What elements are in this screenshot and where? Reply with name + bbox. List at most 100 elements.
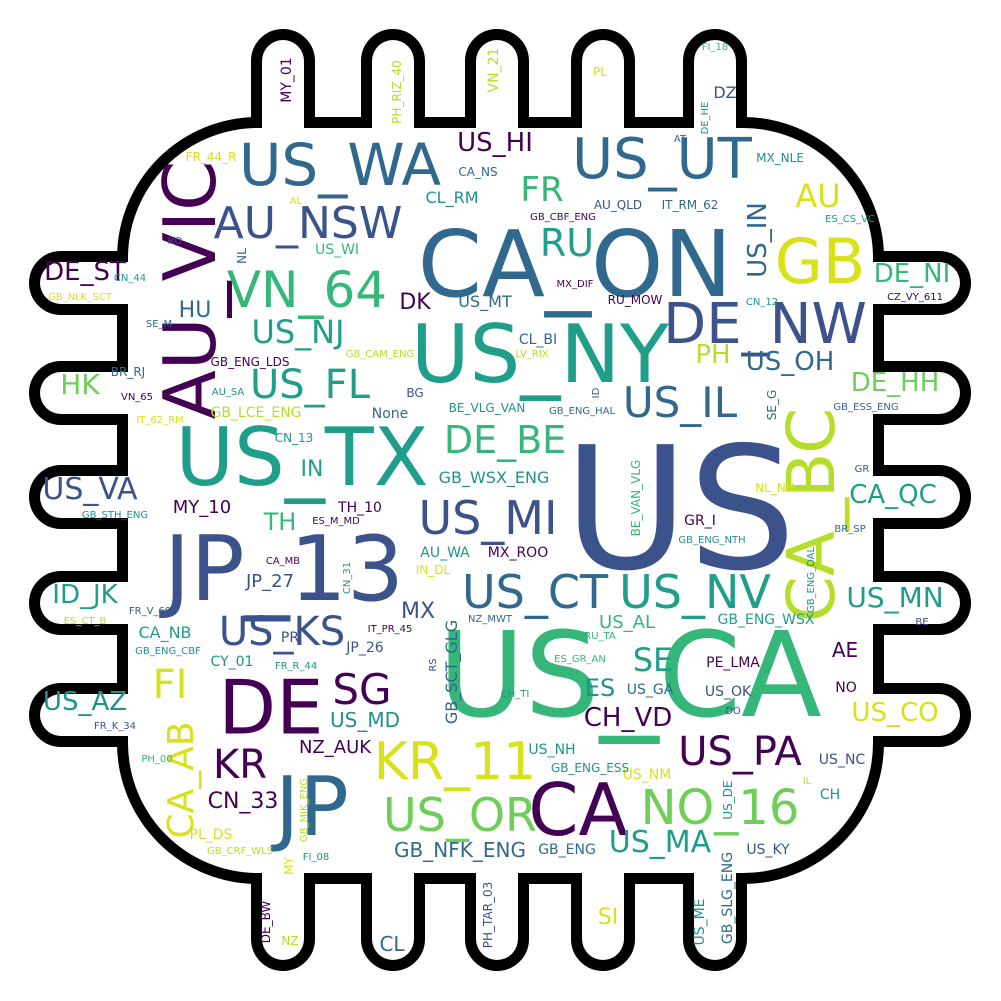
cloud-word: None bbox=[371, 406, 409, 422]
cloud-word: US_AL bbox=[599, 612, 655, 633]
cloud-word: US_MI bbox=[418, 491, 558, 545]
cloud-word: ID_JK bbox=[52, 580, 118, 610]
cloud-word: CA_AB bbox=[161, 721, 202, 839]
cloud-word: BE bbox=[915, 617, 929, 628]
cloud-word: FR_V_69 bbox=[128, 606, 172, 617]
cloud-word: CA_NS bbox=[458, 165, 498, 179]
cloud-word: GB_ESS_ENG bbox=[833, 402, 899, 413]
cloud-word: NL bbox=[235, 248, 249, 264]
cloud-word: AU_SA bbox=[211, 387, 245, 398]
cloud-word: US bbox=[563, 411, 797, 609]
cloud-word: HK bbox=[60, 368, 100, 401]
cloud-word: DE_HH bbox=[850, 368, 940, 398]
cloud-word: MX_DIF bbox=[556, 279, 594, 290]
cloud-word: NO_16 bbox=[640, 780, 800, 836]
cloud-word: NZ bbox=[281, 934, 299, 948]
cloud-word: US_KS bbox=[218, 609, 346, 655]
cloud-word: US_MN bbox=[846, 581, 944, 614]
cloud-word: US_ME bbox=[692, 898, 708, 946]
cloud-word: DZ bbox=[713, 83, 737, 102]
cloud-word: US_NJ bbox=[251, 313, 345, 351]
cloud-word: SI bbox=[597, 905, 619, 930]
cloud-word: FI_18 bbox=[701, 42, 729, 53]
cloud-word: GB_ENG_ESS bbox=[550, 761, 630, 775]
cloud-word: GB_NLK_SCT bbox=[48, 292, 112, 303]
cloud-word: RU_MOW bbox=[607, 293, 663, 307]
cloud-word: JP_27 bbox=[245, 571, 295, 592]
cloud-word: US_NM bbox=[622, 767, 672, 783]
cloud-word: US_OK bbox=[704, 684, 752, 700]
cloud-word: GB_ENG_WSX bbox=[717, 612, 815, 628]
cloud-word: SE_M bbox=[145, 319, 173, 330]
cloud-word: US_MA bbox=[608, 825, 712, 860]
cloud-word: CL_RM bbox=[425, 188, 479, 207]
cloud-word: US_NV bbox=[619, 565, 771, 619]
cloud-word: US_GA bbox=[626, 682, 674, 698]
cloud-word: ES_CT_B bbox=[63, 616, 107, 627]
cloud-word: GB_STH_ENG bbox=[81, 510, 149, 521]
cloud-word: GB_SCT_GLG bbox=[442, 619, 461, 725]
cloud-word: GB_LCE_ENG bbox=[210, 405, 302, 421]
cloud-word: CY_01 bbox=[210, 654, 254, 670]
cloud-word: CN_44 bbox=[113, 273, 147, 284]
cloud-word: NO bbox=[835, 680, 857, 696]
cloud-word: US_WA bbox=[238, 131, 442, 199]
cloud-word: GB bbox=[774, 225, 866, 298]
cloud-word: GB_ENG_CBF bbox=[135, 646, 201, 657]
chip-fill bbox=[40, 40, 960, 960]
cloud-word: CH_VD bbox=[583, 703, 673, 733]
cloud-word: US_VA bbox=[42, 472, 138, 507]
cloud-word: US_IN bbox=[743, 202, 773, 278]
cloud-word: CH_TI bbox=[500, 689, 530, 700]
cloud-word: GR bbox=[854, 464, 870, 475]
cloud-word: KR_11 bbox=[373, 732, 537, 792]
cloud-word: PH_00 bbox=[141, 754, 173, 765]
cloud-word: RS bbox=[428, 658, 439, 672]
cloud-word: ES bbox=[584, 674, 616, 702]
cloud-word: RO bbox=[167, 236, 183, 247]
cloud-word: GB_ENG_NTH bbox=[678, 535, 746, 546]
cloud-word: LV_RIX bbox=[515, 349, 549, 360]
cloud-word: CA bbox=[528, 768, 628, 852]
cloud-word: GR_I bbox=[684, 513, 716, 529]
cloud-word: FR_44_R bbox=[185, 150, 237, 164]
cloud-word: MY_01 bbox=[279, 57, 295, 103]
cloud-word: US_DE bbox=[721, 780, 735, 820]
cloud-word: IN_DL bbox=[415, 563, 451, 577]
cloud-word: GB_CBF_ENG bbox=[530, 212, 596, 223]
cloud-word: TH_10 bbox=[338, 500, 382, 516]
cloud-word: NZ_MWT bbox=[468, 614, 512, 625]
cloud-word: AL bbox=[289, 196, 303, 207]
cloud-word: RU bbox=[539, 221, 595, 265]
cloud-word: DE_BW bbox=[259, 900, 273, 944]
cloud-word: SE_G bbox=[765, 389, 779, 421]
cloud-word: VN_21 bbox=[486, 47, 502, 93]
cloud-word: CZ_VY_611 bbox=[887, 292, 943, 303]
cloud-word: GB_MIK_ENG bbox=[299, 777, 310, 843]
cloud-word: JP_26 bbox=[346, 640, 384, 656]
cloud-word: HU bbox=[178, 298, 212, 323]
cloud-word: US_UT bbox=[572, 127, 752, 192]
cloud-word: US_AZ bbox=[42, 687, 128, 717]
cloud-word: BG bbox=[406, 386, 424, 400]
cloud-word: FI_08 bbox=[302, 852, 330, 863]
cloud-word: DE_HE bbox=[700, 101, 711, 135]
cloud-word: US_CO bbox=[851, 698, 939, 728]
cloud-word: DE_NW bbox=[663, 292, 867, 357]
cloud-word: ID bbox=[591, 387, 602, 399]
cloud-word: CA_ON bbox=[417, 211, 733, 318]
cloud-word: PE_LMA bbox=[706, 655, 760, 671]
cloud-word: IL bbox=[802, 776, 812, 787]
cloud-word: US_OR bbox=[382, 788, 538, 842]
cloud-word: NZ_AUK bbox=[298, 737, 372, 758]
cloud-word: IT_RM_62 bbox=[661, 198, 719, 212]
cloud-word: AU_QLD bbox=[593, 198, 643, 212]
cloud-word: GB_CAM_ENG bbox=[345, 349, 415, 360]
cloud-word: CA_MB bbox=[265, 556, 301, 567]
cloud-word: US_TX bbox=[175, 411, 429, 504]
cloud-word: GB_CRF_WLS bbox=[206, 846, 274, 857]
cloud-word: US_CA bbox=[438, 606, 822, 744]
cloud-word: ES_CS_VC bbox=[825, 214, 875, 225]
